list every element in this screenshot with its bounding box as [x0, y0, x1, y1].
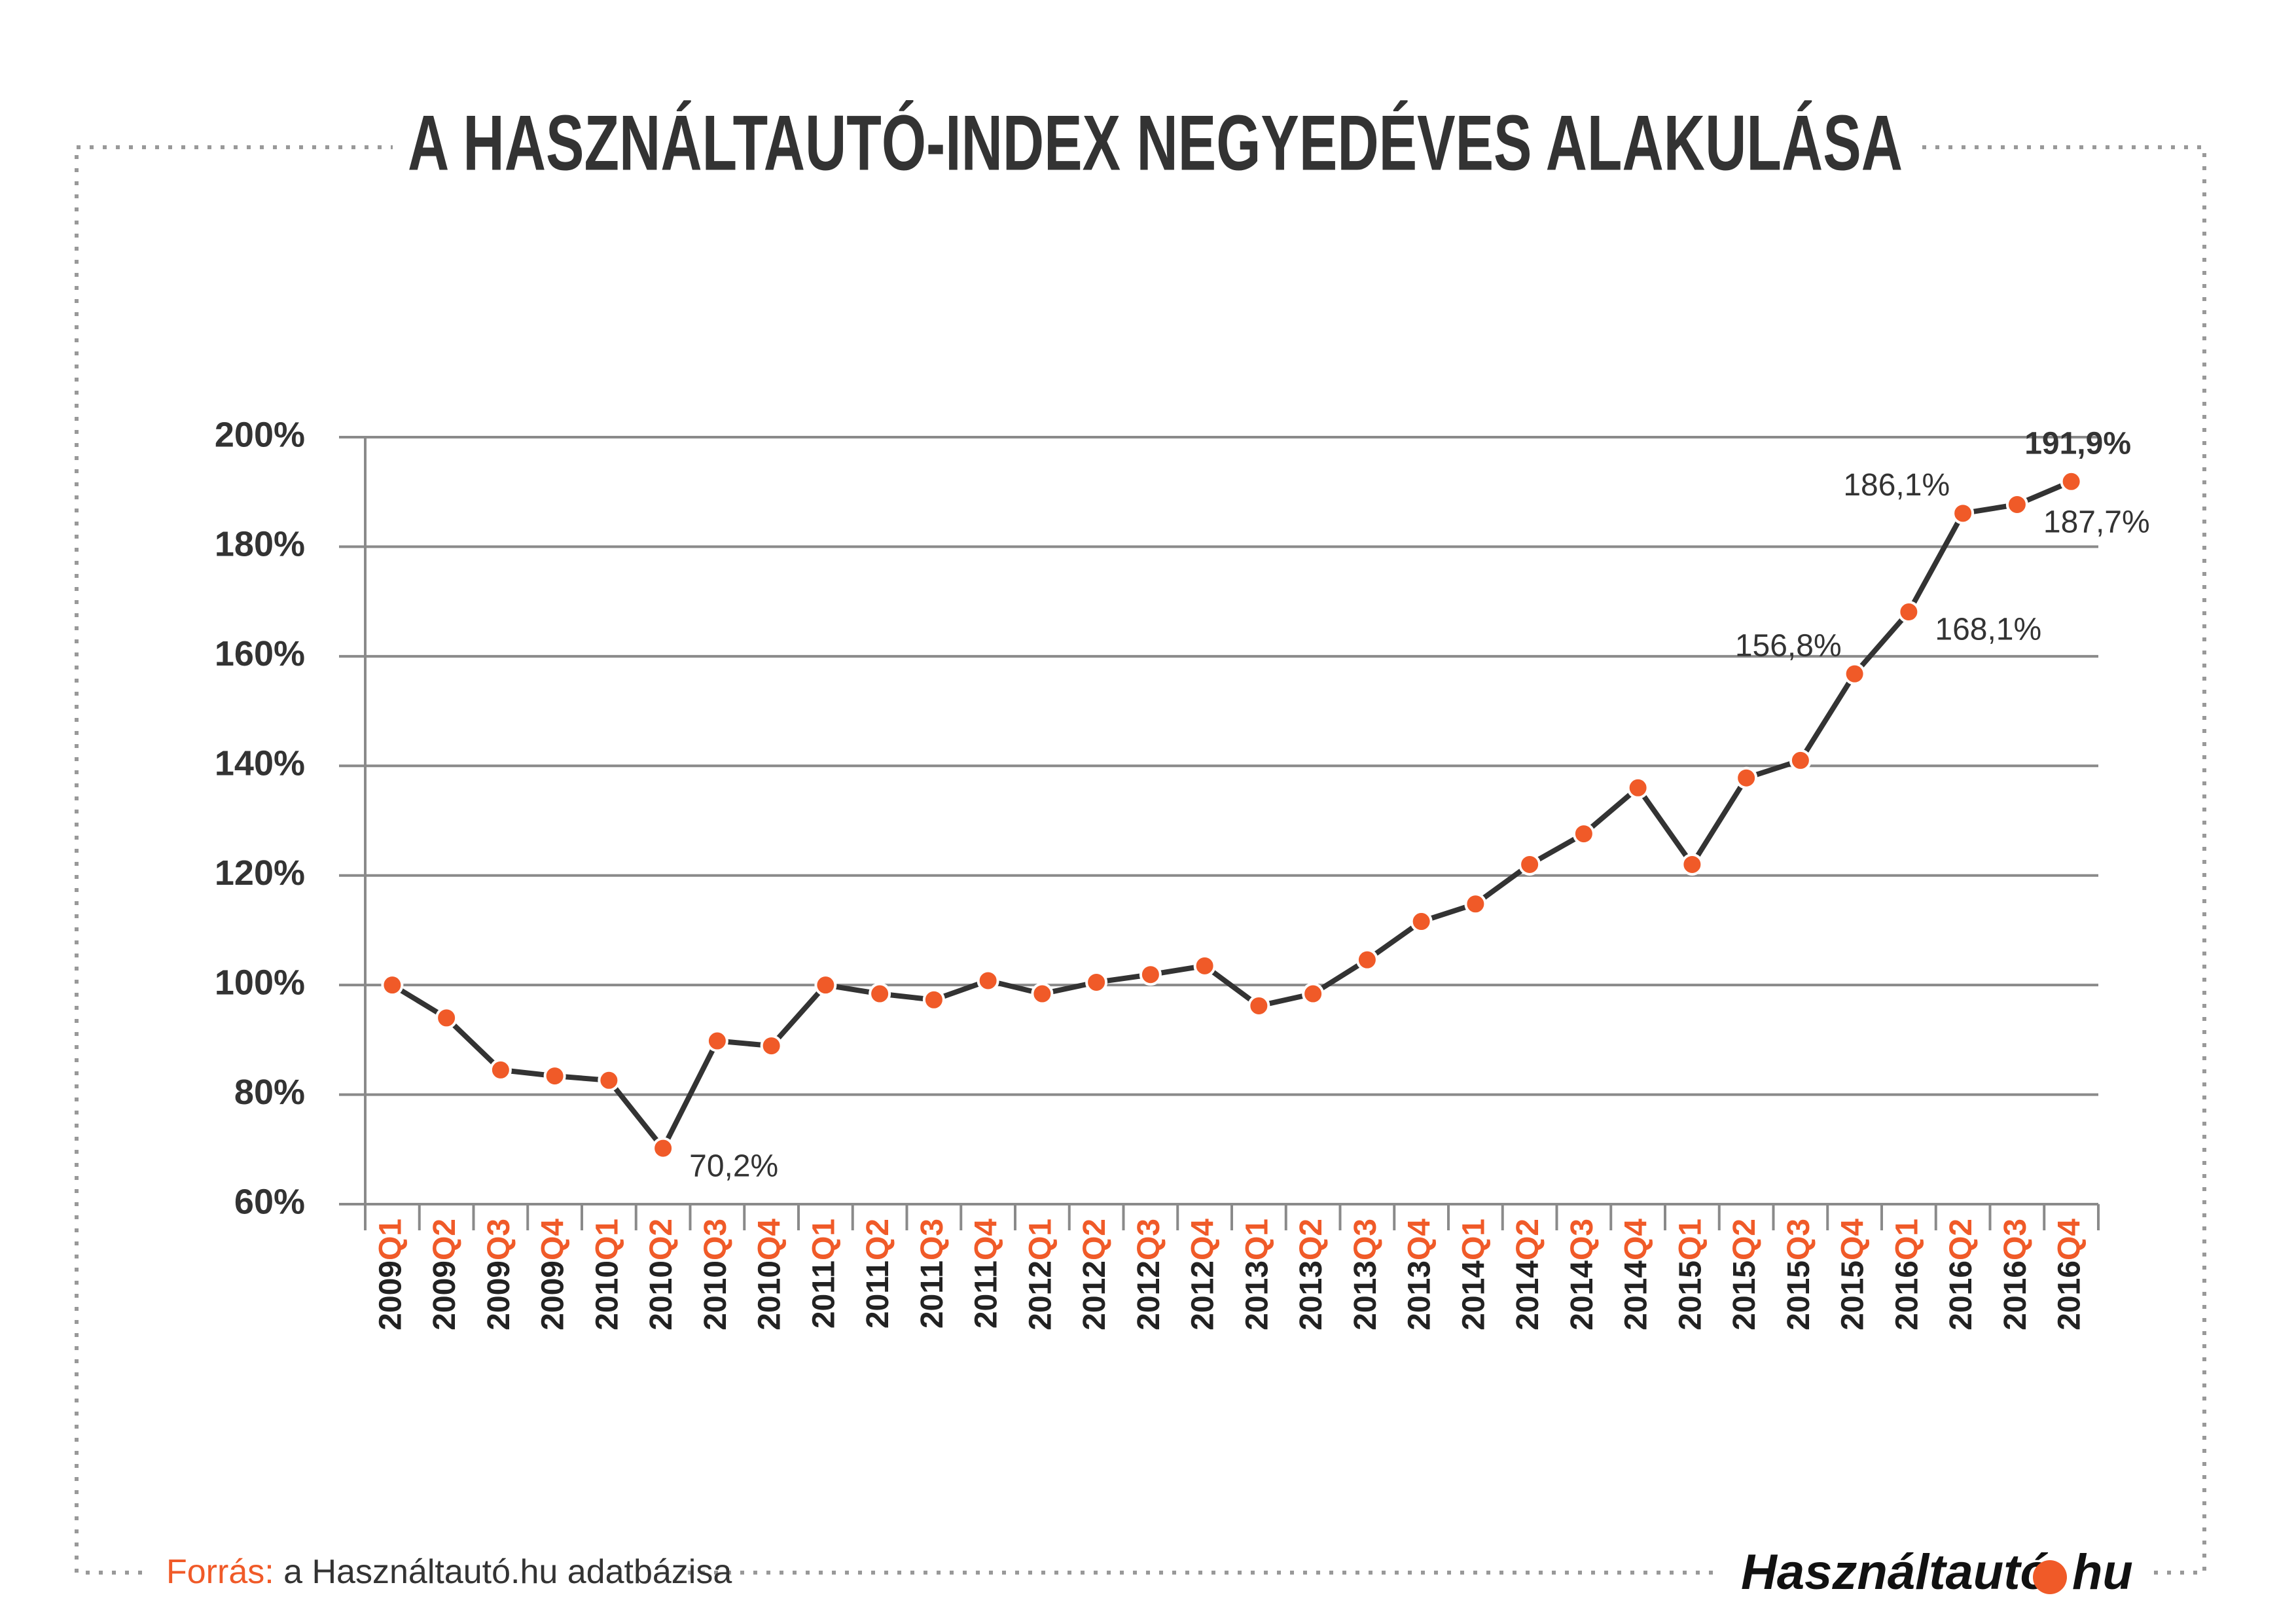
- point: [1789, 749, 1812, 772]
- point: [706, 1029, 728, 1052]
- source-label: Forrás:: [166, 1553, 274, 1591]
- point: [2060, 470, 2083, 493]
- x-tick-label: 2016Q2: [1944, 1219, 1979, 1330]
- point: [1085, 971, 1108, 993]
- point: [2005, 493, 2028, 516]
- x-tick-label: 2012Q2: [1077, 1219, 1112, 1330]
- y-tick-label: 100%: [215, 963, 305, 1002]
- x-tick-label: 2012Q1: [1023, 1219, 1058, 1330]
- point: [1626, 776, 1649, 799]
- point: [489, 1058, 512, 1081]
- logo-dot: [2033, 1560, 2067, 1594]
- point: [1464, 893, 1487, 916]
- data-label: 70,2%: [689, 1149, 778, 1183]
- point: [1302, 982, 1325, 1005]
- point: [543, 1065, 566, 1088]
- x-tick-label: 2009Q1: [373, 1219, 408, 1330]
- source: Forrás: a Használtautó.hu adatbázisa: [166, 1553, 732, 1591]
- x-tick-label: 2016Q1: [1890, 1219, 1924, 1330]
- y-tick-label: 60%: [234, 1182, 305, 1221]
- data-label: 156,8%: [1735, 628, 1842, 663]
- x-tick-label: 2015Q4: [1835, 1219, 1870, 1330]
- data-label: 168,1%: [1935, 613, 2041, 647]
- x-tick-label: 2010Q2: [644, 1219, 679, 1330]
- x-tick-label: 2015Q3: [1782, 1219, 1816, 1330]
- x-tick-label: 2011Q4: [969, 1219, 1003, 1329]
- point: [1139, 963, 1162, 986]
- x-tick-label: 2011Q1: [806, 1219, 841, 1329]
- x-tick-label: 2011Q2: [861, 1219, 895, 1329]
- y-tick-label: 140%: [215, 744, 305, 783]
- x-tick-label: 2014Q2: [1511, 1219, 1545, 1330]
- x-tick-label: 2016Q4: [2052, 1219, 2087, 1330]
- point: [1572, 823, 1595, 846]
- x-tick-label: 2015Q2: [1727, 1219, 1762, 1330]
- footer-backdrop: [151, 1544, 687, 1603]
- data-label: 186,1%: [1843, 468, 1950, 503]
- x-tick-label: 2013Q2: [1294, 1219, 1329, 1330]
- x-tick-label: 2009Q4: [535, 1219, 570, 1330]
- x-tick-label: 2012Q3: [1132, 1219, 1166, 1330]
- data-label: 191,9%: [2024, 426, 2131, 461]
- point: [1952, 502, 1975, 525]
- y-tick-label: 120%: [215, 853, 305, 893]
- point: [1410, 910, 1433, 933]
- x-tick-label: 2016Q3: [1998, 1219, 2033, 1330]
- x-tick-label: 2015Q1: [1673, 1219, 1708, 1330]
- point: [381, 974, 404, 997]
- chart-title: A HASZNÁLTAUTÓ-INDEX NEGYEDÉVES ALAKULÁS…: [408, 99, 1903, 187]
- point: [1247, 994, 1270, 1017]
- x-tick-label: 2013Q1: [1240, 1219, 1274, 1330]
- x-tick-label: 2014Q1: [1456, 1219, 1491, 1330]
- point: [652, 1137, 675, 1160]
- point: [760, 1035, 783, 1058]
- source-text: a Használtautó.hu adatbázisa: [283, 1553, 732, 1591]
- x-tick-label: 2013Q4: [1402, 1219, 1437, 1330]
- y-tick-label: 160%: [215, 634, 305, 673]
- x-tick-label: 2009Q3: [482, 1219, 516, 1330]
- point: [1355, 948, 1378, 971]
- point: [435, 1007, 458, 1029]
- point: [1897, 601, 1920, 624]
- x-tick-label: 2009Q2: [427, 1219, 462, 1330]
- x-tick-label: 2012Q4: [1185, 1219, 1220, 1330]
- title-backdrop: [393, 98, 1918, 196]
- point: [1681, 853, 1704, 876]
- x-tick-label: 2010Q4: [752, 1219, 787, 1330]
- point: [1031, 982, 1054, 1005]
- point: [1193, 954, 1216, 977]
- data-label: 187,7%: [2043, 505, 2150, 540]
- frame: [75, 145, 2206, 1575]
- y-tick-label: 180%: [215, 525, 305, 564]
- y-tick-label: 80%: [234, 1073, 305, 1112]
- point: [977, 969, 999, 992]
- point: [814, 974, 837, 997]
- x-tick-label: 2010Q3: [698, 1219, 733, 1330]
- x-tick-label: 2010Q1: [590, 1219, 624, 1330]
- y-tick-label: 200%: [215, 415, 305, 454]
- x-tick-label: 2014Q4: [1619, 1219, 1653, 1330]
- point: [1735, 766, 1758, 789]
- logo-left: Használtautó: [1741, 1544, 2051, 1600]
- logo-backdrop: [1715, 1538, 2147, 1610]
- x-tick-label: 2013Q3: [1348, 1219, 1383, 1330]
- series-line: [391, 479, 2073, 1151]
- logo-right: hu: [2072, 1544, 2133, 1600]
- point: [869, 982, 891, 1005]
- point: [598, 1069, 620, 1092]
- x-tick-label: 2011Q3: [915, 1219, 950, 1329]
- point: [1843, 662, 1866, 685]
- x-tick-label: 2014Q3: [1565, 1219, 1600, 1330]
- point: [922, 988, 945, 1011]
- point: [1518, 853, 1541, 876]
